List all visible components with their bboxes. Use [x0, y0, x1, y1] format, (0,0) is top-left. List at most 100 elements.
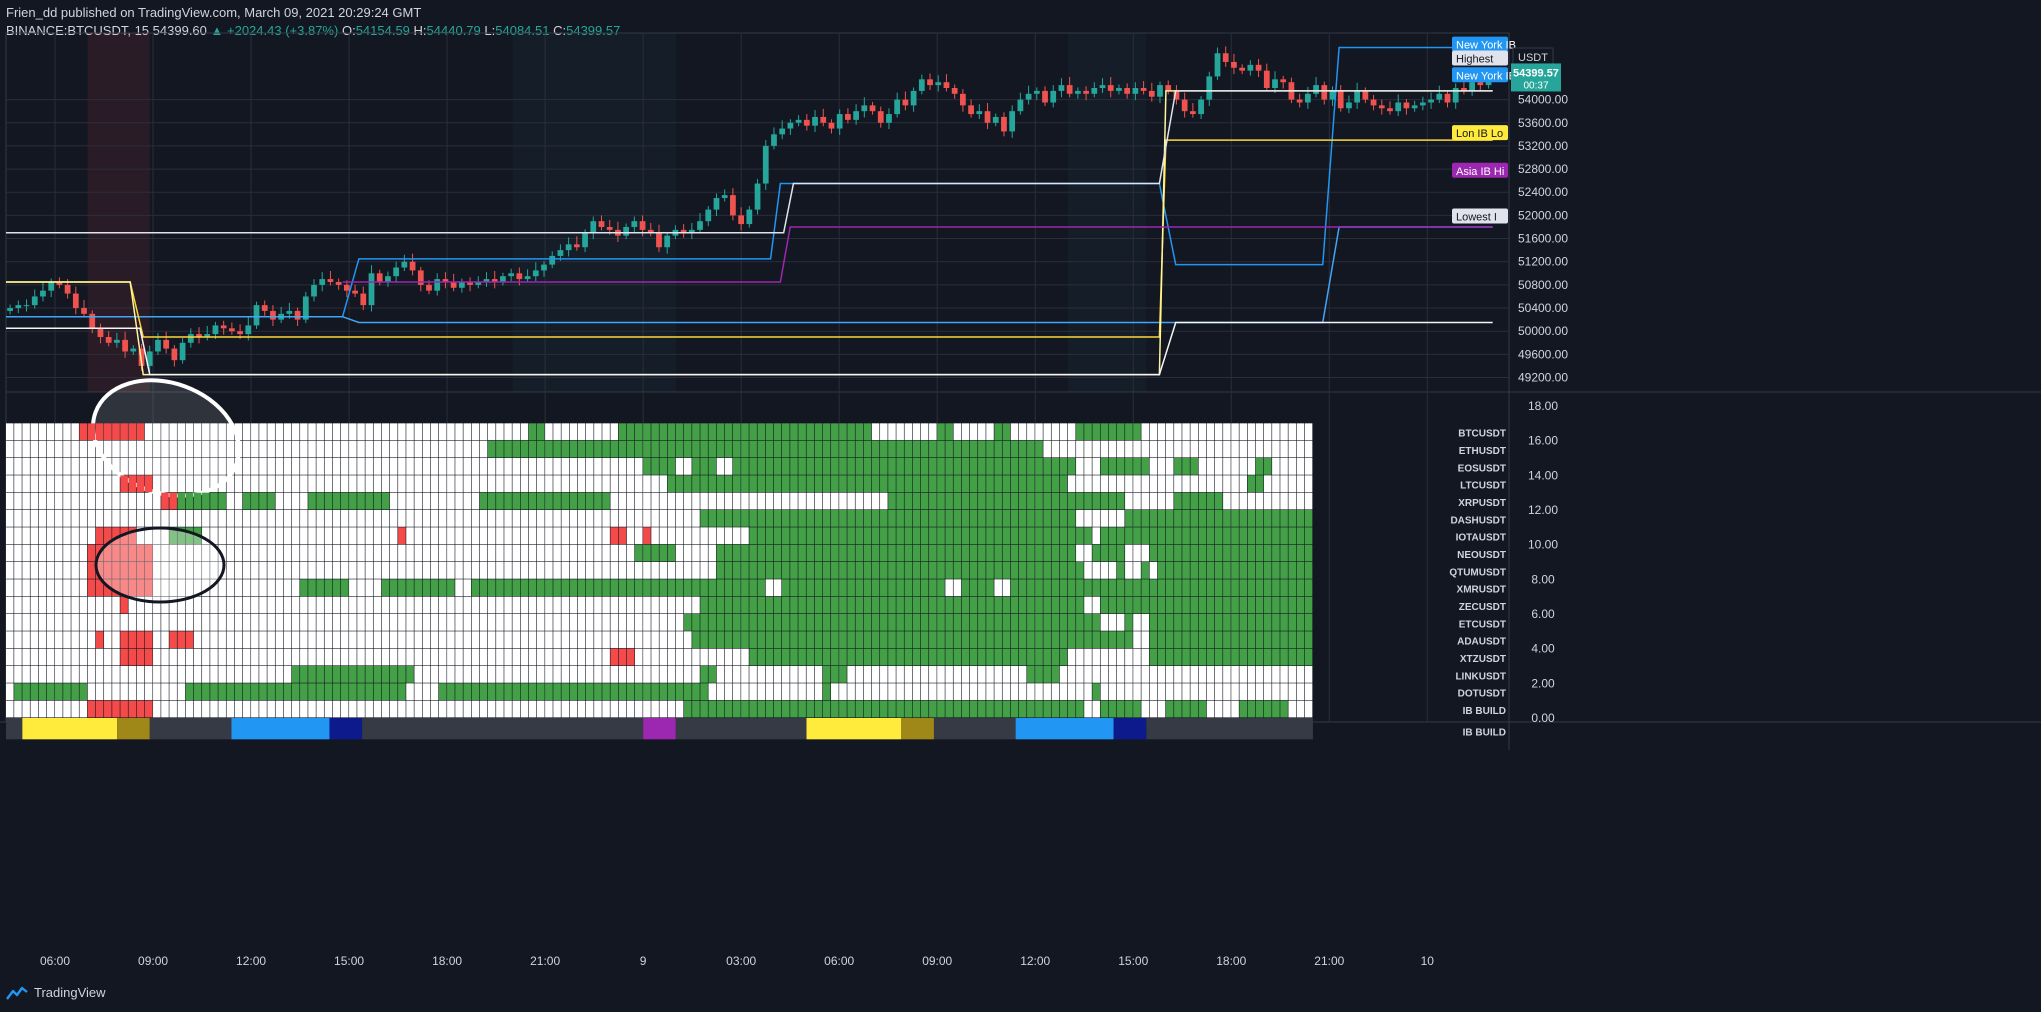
heatmap-cell: [626, 510, 635, 527]
heatmap-cell: [659, 631, 668, 649]
heatmap-cell: [986, 458, 994, 475]
heatmap-cell: [1100, 492, 1109, 510]
heatmap-cell: [986, 527, 994, 545]
heatmap-row-label: ETHUSDT: [1459, 446, 1506, 457]
candle-body: [1296, 99, 1303, 103]
heatmap-cell: [626, 596, 635, 614]
heatmap-cell: [185, 423, 194, 441]
candle-body: [327, 279, 334, 282]
heatmap-cell: [888, 596, 896, 614]
candle-body: [688, 229, 695, 233]
heatmap-cell: [1157, 440, 1166, 458]
heatmap-cell: [438, 683, 447, 701]
heatmap-cell: [871, 527, 880, 545]
heatmap-cell: [46, 475, 55, 493]
heatmap-cell: [1067, 458, 1076, 475]
heatmap-cell: [994, 527, 1002, 545]
heatmap-cell: [463, 562, 472, 579]
heatmap-cell: [169, 527, 177, 545]
heatmap-cell: [626, 423, 635, 441]
brand-name[interactable]: TradingView: [34, 985, 106, 1000]
heatmap-cell: [1043, 562, 1051, 579]
heatmap-cell: [1206, 648, 1215, 666]
heatmap-cell: [340, 510, 349, 527]
heatmap-cell: [504, 544, 512, 562]
price-tag-bg: [1452, 50, 1508, 66]
heatmap-cell: [863, 492, 872, 510]
heatmap-cell: [929, 475, 937, 493]
heatmap-cell: [144, 683, 153, 701]
symbol-name[interactable]: BINANCE:BTCUSDT, 15: [6, 23, 150, 38]
heatmap-row-label: XRPUSDT: [1458, 498, 1506, 509]
heatmap-cell: [675, 683, 684, 701]
heatmap-cell: [806, 683, 815, 701]
heatmap-cell: [447, 614, 455, 631]
candle-body: [311, 284, 317, 297]
heatmap-cell: [381, 579, 390, 597]
heatmap-cell: [528, 596, 537, 614]
candle-body: [500, 276, 506, 282]
heatmap-cell: [708, 666, 717, 683]
heatmap-cell: [920, 579, 929, 597]
heatmap-cell: [242, 666, 251, 683]
heatmap-cell: [512, 562, 521, 579]
heatmap-cell: [357, 510, 365, 527]
heatmap-cell: [479, 562, 488, 579]
heatmap-cell: [667, 666, 676, 683]
heatmap-cell: [1206, 527, 1215, 545]
heatmap-cell: [177, 544, 186, 562]
heatmap-cell: [912, 562, 921, 579]
y-tick-label: 53600.00: [1518, 116, 1568, 130]
heatmap-cell: [1018, 492, 1027, 510]
heatmap-cell: [259, 458, 267, 475]
heatmap-cell: [120, 596, 128, 614]
heatmap-cell: [1059, 648, 1068, 666]
heatmap-cell: [430, 683, 439, 701]
heatmap-cell: [30, 666, 39, 683]
heatmap-cell: [675, 510, 684, 527]
heatmap-cell: [1043, 510, 1051, 527]
heatmap-cell: [953, 458, 962, 475]
heatmap-cell: [536, 614, 545, 631]
heatmap-cell: [283, 544, 292, 562]
heatmap-cell: [234, 579, 243, 597]
x-tick-label: 12:00: [236, 954, 266, 968]
heatmap-cell: [798, 579, 806, 597]
heatmap-cell: [144, 562, 153, 579]
heatmap-cell: [193, 492, 202, 510]
heatmap-cell: [716, 666, 725, 683]
heatmap-cell: [888, 440, 896, 458]
heatmap-cell: [904, 631, 913, 649]
heatmap-cell: [373, 423, 382, 441]
heatmap-cell: [87, 683, 96, 701]
heatmap-cell: [610, 683, 619, 701]
heatmap-cell: [430, 458, 439, 475]
heatmap-cell: [455, 579, 463, 597]
heatmap-cell: [210, 492, 218, 510]
heatmap-cell: [1125, 614, 1133, 631]
candle-body: [237, 331, 243, 335]
price-tag-bg: [1452, 36, 1508, 52]
heatmap-cell: [340, 596, 349, 614]
candle-body: [1009, 111, 1016, 132]
heatmap-cell: [185, 440, 194, 458]
candle-body: [1042, 90, 1048, 103]
heatmap-cell: [610, 440, 619, 458]
heatmap-cell: [161, 440, 169, 458]
heatmap-cell: [324, 544, 333, 562]
heatmap-cell: [1280, 648, 1288, 666]
heatmap-cell: [1100, 614, 1109, 631]
heatmap-cell: [479, 614, 488, 631]
heatmap-cell: [1263, 666, 1272, 683]
heatmap-cell: [63, 683, 71, 701]
candle-body: [1255, 64, 1262, 71]
heatmap-cell: [945, 544, 953, 562]
heatmap-cell: [651, 631, 659, 649]
heatmap-cell: [22, 475, 30, 493]
heatmap-cell: [275, 596, 284, 614]
heatmap-cell: [814, 683, 823, 701]
heatmap-cell: [1051, 614, 1060, 631]
heatmap-cell: [929, 458, 937, 475]
heatmap-cell: [120, 423, 128, 441]
